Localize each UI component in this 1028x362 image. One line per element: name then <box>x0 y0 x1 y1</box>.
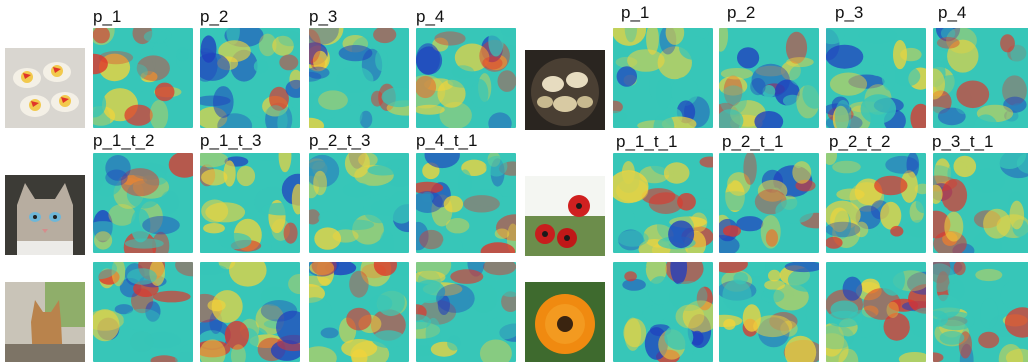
heatmap-right-r1-c2 <box>826 153 926 253</box>
heatmap-right-r2-c2 <box>826 262 926 362</box>
label-left-r1-c3: p_4_t_1 <box>416 131 478 150</box>
thumb-calendula <box>525 282 605 362</box>
heatmap-left-r1-c2 <box>309 153 409 253</box>
heatmap-left-r0-c1 <box>200 28 300 128</box>
heatmap-right-r2-c3 <box>933 262 1028 362</box>
heatmap-right-r0-c1 <box>719 28 819 128</box>
label-left-r0-c2: p_3 <box>309 7 338 26</box>
label-left-r1-c2: p_2_t_3 <box>309 131 371 150</box>
heatmap-right-r2-c0 <box>613 262 713 362</box>
label-left-r0-c0: p_1 <box>93 7 122 26</box>
thumb-poppies <box>525 176 605 256</box>
heatmap-left-r0-c3 <box>416 28 516 128</box>
thumb-ginger-cat <box>5 282 85 362</box>
heatmap-right-r1-c3 <box>933 153 1028 253</box>
thumb-tabby-cat <box>5 175 85 255</box>
label-left-r1-c0: p_1_t_2 <box>93 131 155 150</box>
heatmap-left-r1-c1 <box>200 153 300 253</box>
heatmap-right-r1-c1 <box>719 153 819 253</box>
label-right-r0-c0: p_1 <box>621 3 650 22</box>
heatmap-left-r2-c0 <box>93 262 193 362</box>
thumb-deviled-eggs <box>5 48 85 128</box>
label-right-r0-c3: p_4 <box>938 3 967 22</box>
heatmap-left-r2-c3 <box>416 262 516 362</box>
thumb-mussels <box>525 50 605 130</box>
heatmap-right-r1-c0 <box>613 153 713 253</box>
label-left-r1-c1: p_1_t_3 <box>200 131 262 150</box>
heatmap-left-r2-c1 <box>200 262 300 362</box>
heatmap-right-r0-c3 <box>933 28 1028 128</box>
label-right-r0-c1: p_2 <box>727 3 756 22</box>
heatmap-left-r1-c0 <box>93 153 193 253</box>
heatmap-left-r1-c3 <box>416 153 516 253</box>
heatmap-left-r2-c2 <box>309 262 409 362</box>
heatmap-left-r0-c0 <box>93 28 193 128</box>
label-right-r1-c2: p_2_t_2 <box>829 132 891 151</box>
label-right-r1-c3: p_3_t_1 <box>932 132 994 151</box>
label-left-r0-c1: p_2 <box>200 7 229 26</box>
heatmap-right-r0-c2 <box>826 28 926 128</box>
label-right-r1-c0: p_1_t_1 <box>616 132 678 151</box>
heatmap-right-r2-c1 <box>719 262 819 362</box>
label-left-r0-c3: p_4 <box>416 7 445 26</box>
label-right-r1-c1: p_2_t_1 <box>722 132 784 151</box>
heatmap-right-r0-c0 <box>613 28 713 128</box>
heatmap-left-r0-c2 <box>309 28 409 128</box>
label-right-r0-c2: p_3 <box>835 3 864 22</box>
